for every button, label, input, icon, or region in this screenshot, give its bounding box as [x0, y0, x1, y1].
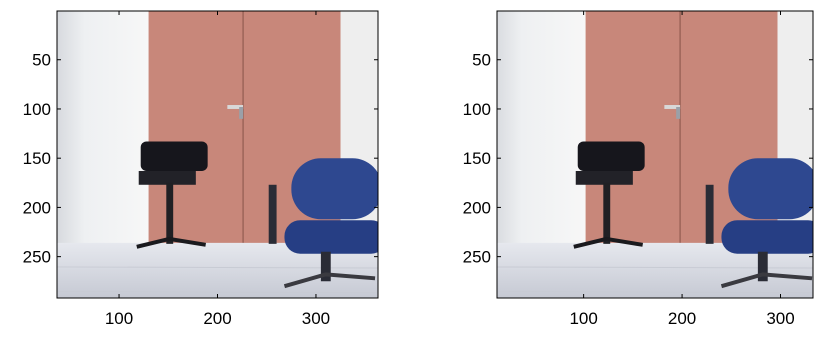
y-tick-label: 200	[23, 198, 51, 217]
x-tick-label: 300	[302, 309, 330, 328]
photo	[497, 11, 813, 298]
x-tick-label: 200	[668, 309, 696, 328]
y-tick-label: 100	[463, 100, 491, 119]
y-tick-label: 250	[23, 248, 51, 267]
y-tick-label: 200	[463, 198, 491, 217]
y-tick-label: 250	[463, 248, 491, 267]
y-tick-label: 50	[32, 51, 51, 70]
image	[57, 11, 378, 298]
image	[497, 11, 813, 298]
axes-box	[496, 10, 814, 299]
x-tick-label: 100	[569, 309, 597, 328]
x-tick-label: 300	[766, 309, 794, 328]
x-tick-label: 100	[105, 309, 133, 328]
y-tick-label: 50	[472, 51, 491, 70]
x-tick-label: 200	[203, 309, 231, 328]
y-tick-label: 100	[23, 100, 51, 119]
photo	[57, 11, 378, 298]
y-tick-label: 150	[23, 149, 51, 168]
y-tick-label: 150	[463, 149, 491, 168]
